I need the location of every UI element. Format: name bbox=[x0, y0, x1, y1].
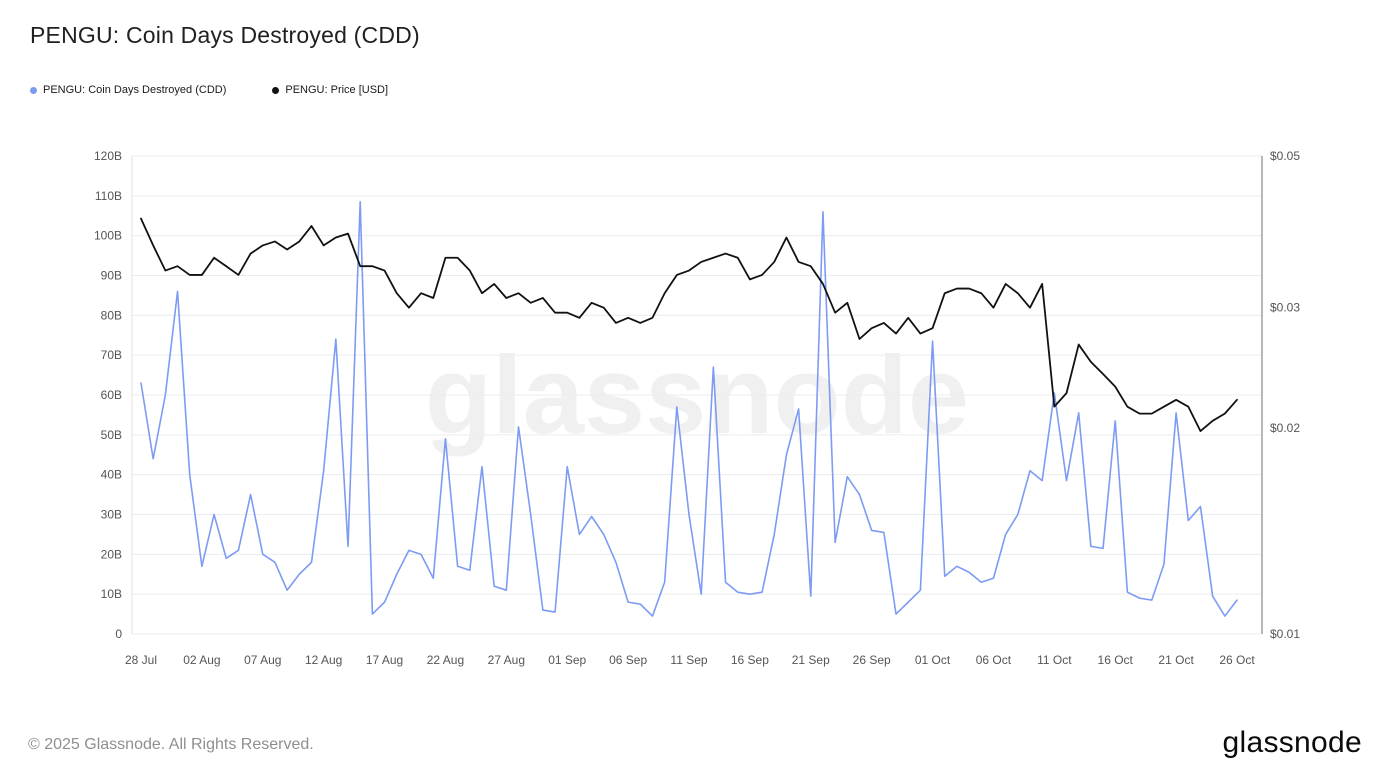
svg-text:11 Sep: 11 Sep bbox=[670, 653, 707, 667]
svg-text:06 Oct: 06 Oct bbox=[976, 653, 1012, 667]
svg-text:27 Aug: 27 Aug bbox=[488, 653, 525, 667]
svg-text:16 Sep: 16 Sep bbox=[731, 653, 769, 667]
chart-title: PENGU: Coin Days Destroyed (CDD) bbox=[30, 22, 420, 48]
svg-text:26 Sep: 26 Sep bbox=[853, 653, 891, 667]
cdd-series-dot-icon bbox=[30, 86, 37, 94]
svg-text:06 Sep: 06 Sep bbox=[609, 653, 647, 667]
legend-label-price: PENGU: Price [USD] bbox=[285, 84, 389, 96]
svg-text:12 Aug: 12 Aug bbox=[305, 653, 342, 667]
svg-text:22 Aug: 22 Aug bbox=[427, 653, 464, 667]
cdd-price-chart-plot[interactable]: 0 10B 20B 30B 40B 50B 60B 70B 80B 90B 100B 110B 120B… bbox=[0, 0, 1396, 700]
svg-text:01 Oct: 01 Oct bbox=[915, 653, 951, 667]
svg-text:110B: 110B bbox=[95, 189, 122, 203]
svg-text:07 Aug: 07 Aug bbox=[244, 653, 281, 667]
svg-text:80B: 80B bbox=[101, 308, 122, 322]
legend: PENGU: Coin Days Destroyed (CDD) PENGU: … bbox=[30, 84, 388, 96]
legend-item-cdd[interactable]: PENGU: Coin Days Destroyed (CDD) bbox=[30, 84, 226, 96]
glassnode-logo: glassnode bbox=[1222, 726, 1362, 759]
svg-text:11 Oct: 11 Oct bbox=[1037, 653, 1072, 667]
price-series-dot-icon bbox=[272, 86, 280, 94]
svg-text:40B: 40B bbox=[101, 468, 122, 482]
svg-text:70B: 70B bbox=[101, 348, 122, 362]
svg-text:01 Sep: 01 Sep bbox=[548, 653, 586, 667]
svg-text:$0.02: $0.02 bbox=[1270, 421, 1300, 435]
svg-text:10B: 10B bbox=[101, 587, 122, 601]
legend-item-price[interactable]: PENGU: Price [USD] bbox=[272, 84, 388, 96]
svg-text:$0.05: $0.05 bbox=[1270, 149, 1300, 163]
svg-text:60B: 60B bbox=[101, 388, 122, 402]
svg-text:20B: 20B bbox=[101, 547, 122, 561]
legend-label-cdd: PENGU: Coin Days Destroyed (CDD) bbox=[43, 84, 227, 96]
svg-text:$0.01: $0.01 bbox=[1270, 627, 1300, 641]
svg-text:17 Aug: 17 Aug bbox=[366, 653, 403, 667]
svg-text:21 Oct: 21 Oct bbox=[1158, 653, 1194, 667]
svg-text:120B: 120B bbox=[94, 149, 122, 163]
copyright-text: © 2025 Glassnode. All Rights Reserved. bbox=[28, 736, 314, 753]
svg-text:30B: 30B bbox=[101, 508, 122, 522]
svg-text:26 Oct: 26 Oct bbox=[1219, 653, 1255, 667]
svg-text:90B: 90B bbox=[101, 269, 122, 283]
svg-text:21 Sep: 21 Sep bbox=[792, 653, 830, 667]
svg-text:02 Aug: 02 Aug bbox=[183, 653, 220, 667]
svg-text:100B: 100B bbox=[94, 229, 122, 243]
svg-text:$0.03: $0.03 bbox=[1270, 301, 1300, 315]
svg-text:0: 0 bbox=[115, 627, 122, 641]
svg-text:50B: 50B bbox=[101, 428, 122, 442]
svg-text:16 Oct: 16 Oct bbox=[1098, 653, 1134, 667]
svg-text:28 Jul: 28 Jul bbox=[125, 653, 157, 667]
